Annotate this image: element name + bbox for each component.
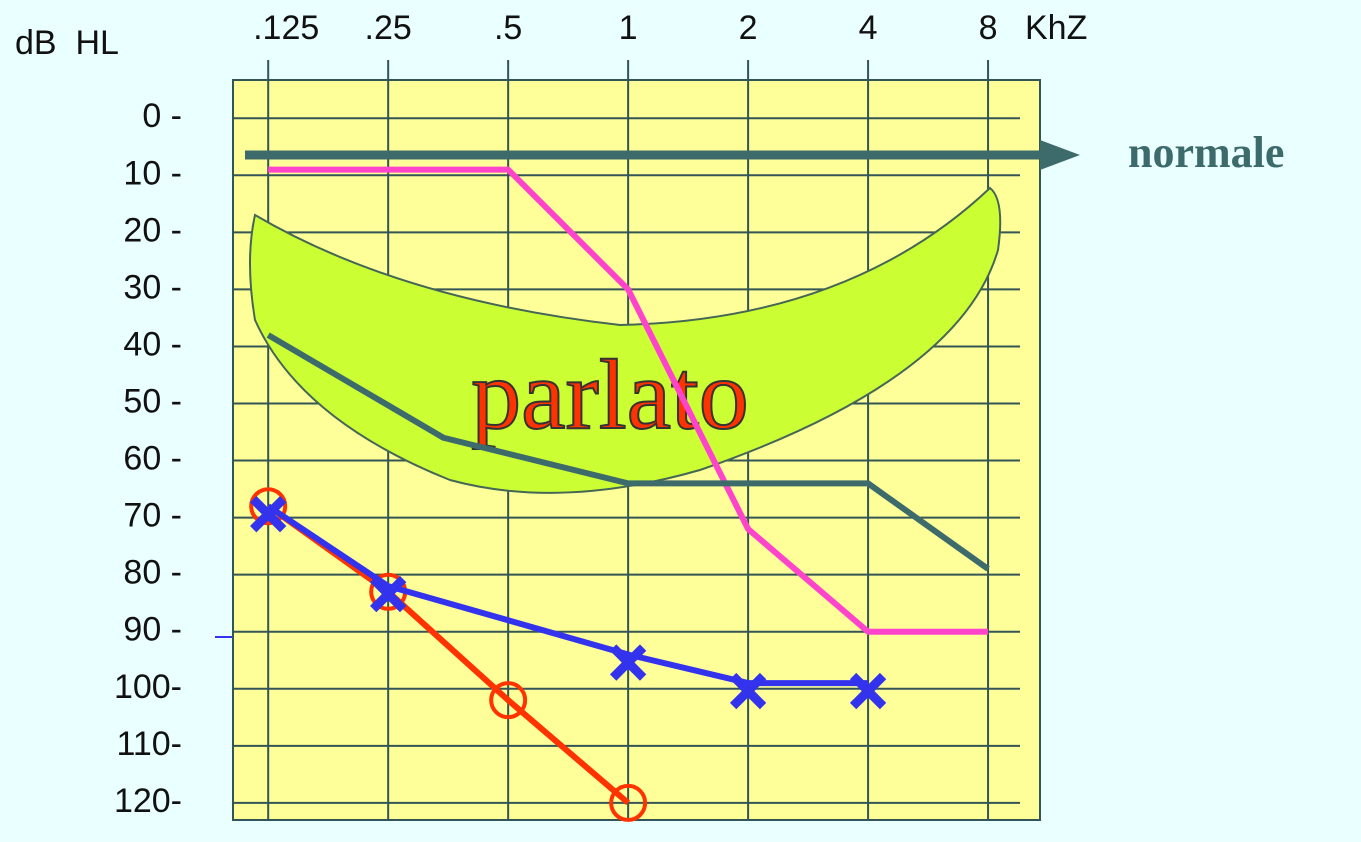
normal-label: normale xyxy=(1128,128,1284,177)
x-marker xyxy=(849,672,887,710)
y-tick-label: 80 - xyxy=(123,554,182,592)
x-tick-label: .5 xyxy=(494,9,522,47)
x-marker xyxy=(369,575,407,613)
x-marker xyxy=(609,644,647,681)
y-tick-label: 100- xyxy=(114,668,182,706)
series-line xyxy=(266,503,869,687)
y-tick-label: 70 - xyxy=(123,497,182,535)
y-tick-label: 20 - xyxy=(123,211,182,249)
series-line xyxy=(268,166,989,635)
x-marker xyxy=(250,496,287,533)
y-tick-label: 50 - xyxy=(123,382,182,420)
y-tick-label: 60 - xyxy=(123,440,182,478)
x-tick-label: 4 xyxy=(859,9,878,47)
y-tick-label: 10 - xyxy=(123,154,182,192)
x-tick-label: .25 xyxy=(365,9,412,47)
y-tick-label: 90 - xyxy=(123,611,182,649)
x-axis-label: KhZ xyxy=(1025,9,1087,47)
y-tick-label: 30 - xyxy=(123,268,182,306)
y-tick-label: 120- xyxy=(114,782,182,820)
x-tick-label: .125 xyxy=(253,9,319,47)
y-axis-label: dB HL xyxy=(15,24,119,62)
x-marker xyxy=(729,672,767,710)
x-tick-label: 1 xyxy=(619,9,638,47)
circle-marker xyxy=(489,681,528,720)
circle-marker xyxy=(249,487,288,526)
y-tick-label: 110- xyxy=(116,725,182,763)
series-line xyxy=(266,332,990,572)
x-tick-label: 2 xyxy=(739,9,758,47)
arrow-head xyxy=(1040,140,1080,170)
speech-banana xyxy=(249,186,1002,494)
y-tick-label: 40 - xyxy=(123,325,182,363)
circle-marker xyxy=(609,783,648,822)
series-layer xyxy=(249,166,990,822)
x-tick-label: 8 xyxy=(979,9,998,47)
y-tick-label: 0 - xyxy=(142,97,182,135)
banana-label: parlato xyxy=(471,339,749,450)
